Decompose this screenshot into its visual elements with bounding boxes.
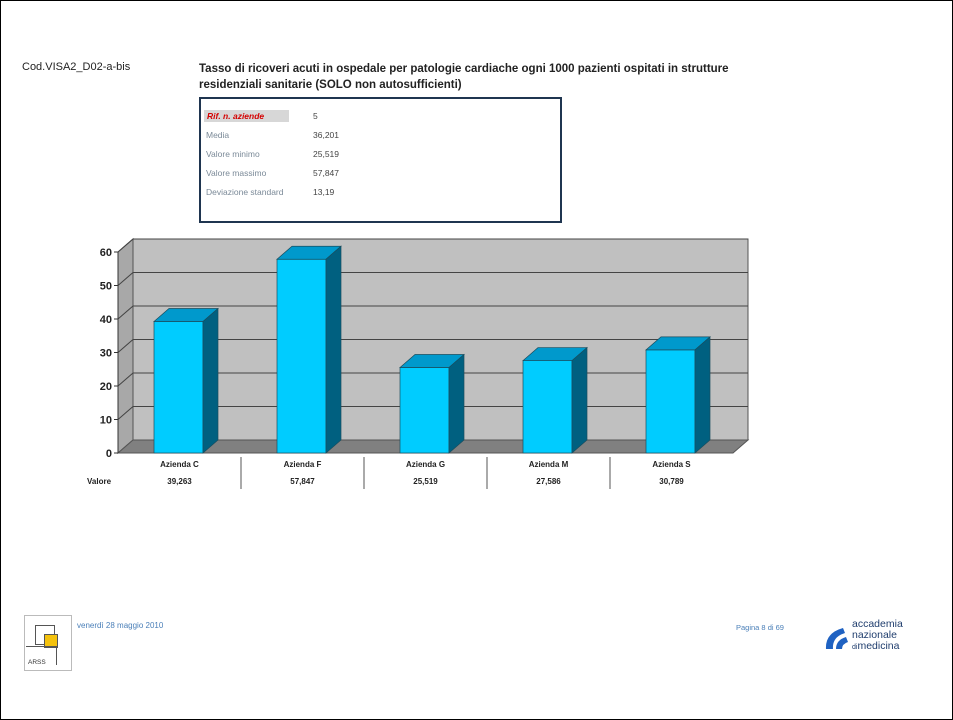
bar	[399, 367, 450, 454]
data-table-value: 39,263	[167, 477, 192, 486]
y-tick-label: 60	[100, 247, 112, 259]
y-tick-label: 40	[100, 314, 112, 326]
stat-value: 36,201	[313, 130, 339, 140]
bar-side	[571, 346, 588, 454]
stat-label: Valore minimo	[206, 149, 260, 159]
bar	[276, 258, 327, 454]
y-tick-label: 30	[100, 348, 112, 360]
gridline	[117, 272, 748, 286]
gridline	[117, 238, 748, 253]
stat-value: 57,847	[313, 168, 339, 178]
data-table-value: 30,789	[659, 477, 684, 486]
bar-side	[694, 336, 711, 454]
accademia-line-3: dimedicina	[852, 641, 903, 653]
chart-title: Tasso di ricoveri acuti in ospedale per …	[199, 61, 799, 93]
y-tick-label: 50	[100, 281, 112, 293]
accademia-logo-text: accademia nazionale dimedicina	[852, 619, 903, 653]
chart-title-line-2: residenziali sanitarie (SOLO non autosuf…	[199, 79, 462, 91]
data-table-value: 25,519	[413, 477, 438, 486]
accademia-line-3-word: medicina	[857, 640, 900, 652]
stat-value: 5	[313, 111, 318, 121]
x-category-label: Azienda G	[406, 460, 445, 469]
stat-label: Deviazione standard	[206, 187, 284, 197]
x-category-label: Azienda C	[160, 460, 199, 469]
bar-side	[448, 353, 465, 454]
x-category-label: Azienda F	[284, 460, 322, 469]
bar-side	[202, 307, 219, 454]
stat-label: Rif. n. aziende	[204, 110, 289, 122]
stat-label: Valore massimo	[206, 168, 267, 178]
chart-title-line-1: Tasso di ricoveri acuti in ospedale per …	[199, 63, 729, 75]
footer-page-number: Pagina 8 di 69	[736, 623, 784, 632]
bar	[153, 321, 204, 454]
accademia-line-2: nazionale	[852, 629, 897, 641]
y-tick-label: 20	[100, 381, 112, 393]
accademia-line-1: accademia	[852, 618, 903, 630]
accademia-line-3-prefix: di	[852, 644, 858, 651]
y-tick-label: 10	[100, 415, 112, 427]
y-tick-label: 0	[106, 448, 112, 460]
footer-date: venerdì 28 maggio 2010	[77, 621, 164, 630]
arss-logo-text: ARSS	[28, 659, 46, 666]
stat-label: Media	[206, 130, 230, 140]
gridline	[117, 339, 748, 353]
bar	[645, 349, 696, 454]
gridline	[117, 305, 748, 320]
accademia-logo: accademia nazionale dimedicina	[821, 617, 931, 657]
statistics-box: Rif. n. aziende 5 Media 36,201 Valore mi…	[199, 97, 562, 223]
data-table-value: 27,586	[536, 477, 561, 486]
stat-value: 13,19	[313, 187, 335, 197]
arss-logo: ARSS	[24, 615, 72, 671]
accademia-logo-mark	[825, 628, 848, 649]
data-table-value: 57,847	[290, 477, 315, 486]
x-category-label: Azienda S	[652, 460, 691, 469]
data-table-row-label: Valore	[87, 477, 112, 486]
bar-side	[325, 245, 342, 454]
stat-value: 25,519	[313, 149, 339, 159]
bar	[522, 360, 573, 454]
bar-chart: 0 10 20 30 40 50 60 Azienda C 39,263 Azienda F 57,…	[87, 237, 750, 489]
indicator-code: Cod.VISA2_D02-a-bis	[22, 61, 131, 73]
x-category-label: Azienda M	[529, 460, 569, 469]
